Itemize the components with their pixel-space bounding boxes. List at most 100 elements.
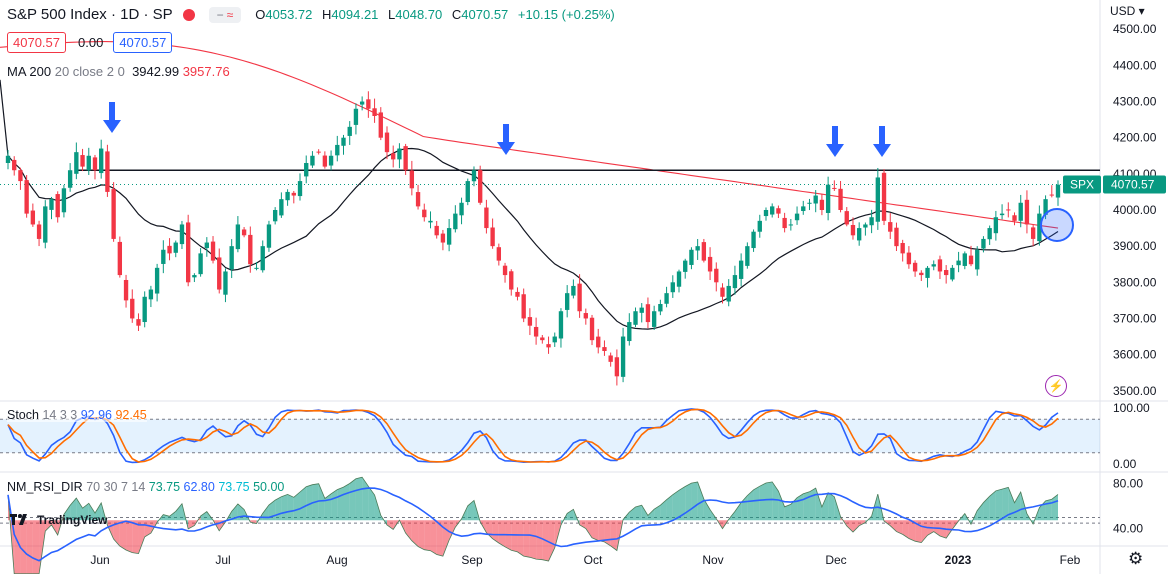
time-tick-label: Sep [461, 553, 483, 567]
rsi-area [691, 481, 698, 521]
lightning-icon[interactable]: ⚡ [1045, 375, 1067, 397]
candle-body [763, 210, 769, 217]
candle-body [515, 291, 520, 297]
candle-body [564, 293, 570, 310]
candle-body [403, 146, 408, 171]
candle-body [465, 181, 470, 203]
candle [1030, 224, 1036, 247]
gear-icon[interactable]: ⚙ [1128, 549, 1144, 568]
price-tick-label: 4000.00 [1113, 203, 1157, 217]
tradingview-logo[interactable]: TradingView [10, 513, 107, 527]
candle-body [105, 151, 110, 192]
candle [353, 103, 359, 135]
candle [347, 121, 352, 145]
ma-legend[interactable]: MA 200 20 close 2 0 3942.99 3957.76 [7, 64, 230, 79]
candle-body [49, 199, 54, 210]
rsi-area [362, 477, 369, 521]
candle [751, 229, 756, 252]
candle [260, 240, 265, 273]
candle [415, 184, 421, 210]
rsi-area [815, 488, 822, 521]
candle-body [502, 265, 508, 276]
time-tick-label: Aug [326, 553, 347, 567]
rsi-area [660, 499, 667, 521]
candle-body [943, 270, 949, 276]
candle [43, 200, 48, 249]
rsi-area [902, 520, 909, 539]
candle [987, 225, 992, 245]
candle [272, 207, 278, 225]
candle-body [378, 112, 383, 138]
candle-body [86, 155, 91, 171]
candle [422, 203, 427, 222]
stoch-legend[interactable]: Stoch 14 3 3 92.96 92.45 [7, 408, 147, 422]
candle-body [962, 253, 967, 266]
rsi-area [778, 491, 785, 521]
candle-body [142, 296, 147, 323]
price-tick-label: 3600.00 [1113, 348, 1157, 362]
candle-body [210, 241, 216, 261]
candle-body [1012, 215, 1017, 221]
spread-value: 0.00 [78, 35, 104, 50]
rsi-area [343, 483, 350, 521]
currency-selector[interactable]: USD ▾ [1110, 4, 1145, 18]
rsi-area [281, 494, 288, 521]
candle-body [434, 225, 439, 236]
candle [596, 328, 601, 354]
compare-button[interactable]: − ≈ [208, 6, 242, 23]
time-tick-label: Feb [1060, 553, 1081, 567]
time-tick-label: Dec [825, 553, 846, 567]
candle [384, 126, 390, 160]
candle-body [440, 233, 446, 243]
candle [471, 166, 477, 187]
rsi-area [442, 520, 450, 557]
candle [5, 150, 11, 170]
symbol-title[interactable]: S&P 500 Index · 1D · SP [7, 6, 173, 23]
stoch-band [0, 419, 1100, 453]
candle [99, 139, 104, 179]
rsi-legend[interactable]: NM_RSI_DIR 70 30 7 14 73.75 62.80 73.75 … [7, 480, 285, 494]
rsi-area [424, 520, 431, 551]
candle [235, 216, 241, 253]
candle-body [391, 153, 396, 160]
time-tick-label: Jul [215, 553, 230, 567]
candle-body [173, 242, 178, 253]
arrow-head [497, 142, 515, 155]
candle [863, 222, 868, 236]
rsi-area [45, 520, 52, 532]
price-tick-label: 4200.00 [1113, 131, 1157, 145]
candle-body [335, 144, 340, 156]
candle-body [726, 285, 731, 302]
candle [881, 169, 887, 226]
candle-body [297, 181, 303, 197]
candle-body [732, 275, 738, 289]
candle-body [397, 148, 402, 160]
rsi-area [679, 486, 686, 521]
candle [55, 191, 60, 223]
candle [552, 332, 557, 347]
candle-body [422, 209, 427, 218]
rsi-area [1002, 487, 1009, 521]
rsi-area [355, 477, 363, 521]
rsi-area [703, 499, 711, 521]
price-tick-label: 3500.00 [1113, 384, 1157, 398]
market-status-dot [182, 8, 195, 21]
buy-button[interactable]: 4070.57 [113, 32, 173, 53]
arrow-shaft [503, 124, 509, 144]
candle [670, 275, 675, 298]
rsi-area [200, 511, 207, 521]
candle-body [869, 217, 874, 226]
rsi-area [654, 505, 661, 521]
symbol-tag-bg [1063, 175, 1101, 194]
candle [788, 218, 794, 231]
sell-button[interactable]: 4070.57 [7, 32, 66, 53]
candle-body [61, 188, 67, 213]
candle [639, 303, 644, 323]
candle [689, 247, 694, 270]
candle [478, 165, 483, 205]
candle-body [888, 222, 893, 232]
candle-body [875, 177, 880, 222]
candle [18, 167, 23, 190]
candle-body [950, 267, 955, 280]
